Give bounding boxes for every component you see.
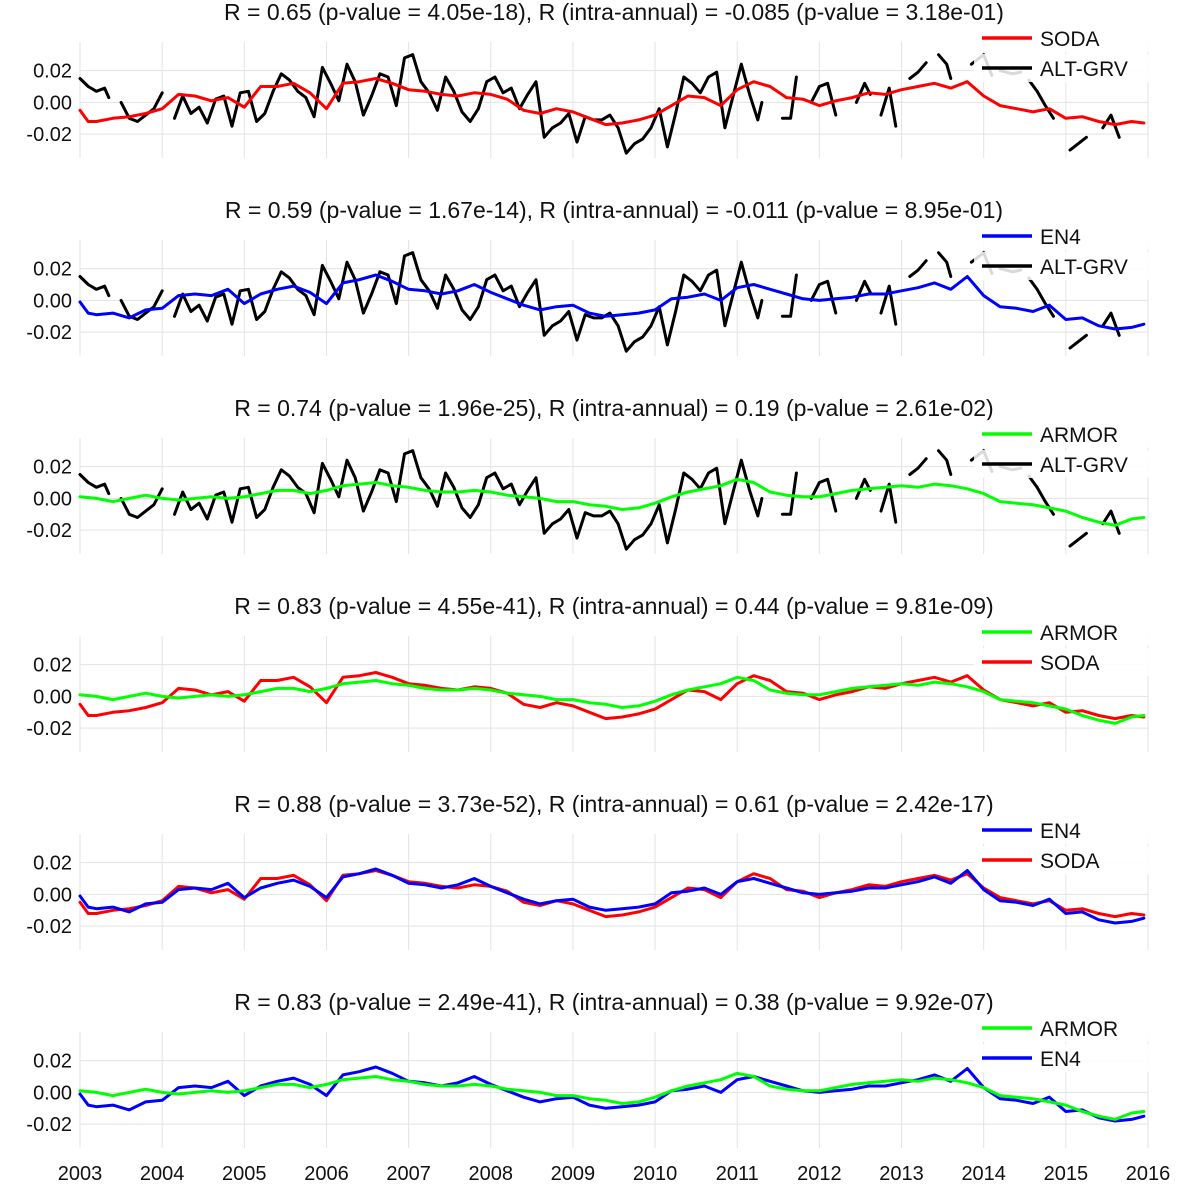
x-tick-label: 2005 — [222, 1163, 267, 1185]
x-tick-label: 2013 — [879, 1163, 924, 1185]
panel-title: R = 0.74 (p-value = 1.96e-25), R (intra-… — [234, 395, 993, 421]
panel-5: R = 0.88 (p-value = 3.73e-52), R (intra-… — [26, 791, 1150, 950]
legend-label: ALT-GRV — [1040, 58, 1128, 81]
panel-title: R = 0.83 (p-value = 4.55e-41), R (intra-… — [234, 593, 993, 619]
panel-4: R = 0.83 (p-value = 4.55e-41), R (intra-… — [26, 593, 1150, 752]
legend-label: ARMOR — [1040, 424, 1118, 447]
panel-title: R = 0.88 (p-value = 3.73e-52), R (intra-… — [234, 791, 993, 817]
x-tick-label: 2008 — [469, 1163, 514, 1185]
series-line-armor — [78, 477, 1146, 527]
series-line-en4 — [78, 273, 1146, 331]
legend-label: SODA — [1040, 850, 1100, 873]
legend-label: EN4 — [1040, 226, 1081, 249]
y-tick-label: 0.02 — [33, 1051, 72, 1073]
x-tick-label: 2010 — [633, 1163, 678, 1185]
x-tick-label: 2012 — [797, 1163, 842, 1185]
panel-3: R = 0.74 (p-value = 1.96e-25), R (intra-… — [26, 395, 1150, 554]
y-tick-label: -0.02 — [26, 124, 72, 146]
panels: R = 0.65 (p-value = 4.05e-18), R (intra-… — [26, 0, 1150, 1148]
y-tick-label: 0.00 — [33, 488, 72, 510]
panel-6: R = 0.83 (p-value = 2.49e-41), R (intra-… — [26, 989, 1150, 1148]
x-tick-label: 2009 — [551, 1163, 596, 1185]
legend-label: ARMOR — [1040, 1018, 1118, 1041]
legend-label: ALT-GRV — [1040, 454, 1128, 477]
series-line-en4 — [78, 867, 1146, 925]
legend-label: ALT-GRV — [1040, 256, 1128, 279]
series-line-alt — [78, 251, 1121, 353]
series-line-armor — [78, 1071, 1146, 1121]
y-tick-label: 0.00 — [33, 1082, 72, 1104]
series-line-alt — [78, 449, 1121, 551]
y-tick-label: 0.00 — [33, 686, 72, 708]
y-tick-label: 0.00 — [33, 92, 72, 114]
y-tick-label: 0.02 — [33, 655, 72, 677]
y-tick-label: -0.02 — [26, 718, 72, 740]
y-tick-label: 0.00 — [33, 884, 72, 906]
series-line-soda — [78, 869, 1146, 919]
series-line-soda — [78, 77, 1146, 127]
y-tick-label: 0.00 — [33, 290, 72, 312]
x-tick-label: 2006 — [304, 1163, 349, 1185]
y-tick-label: 0.02 — [33, 457, 72, 479]
y-tick-label: -0.02 — [26, 1114, 72, 1136]
legend-label: SODA — [1040, 28, 1100, 51]
series-line-soda — [78, 671, 1146, 721]
y-tick-label: -0.02 — [26, 322, 72, 344]
panel-title: R = 0.83 (p-value = 2.49e-41), R (intra-… — [234, 989, 993, 1015]
series-line-en4 — [78, 1065, 1146, 1123]
legend-label: SODA — [1040, 652, 1100, 675]
panel-2: R = 0.59 (p-value = 1.67e-14), R (intra-… — [26, 197, 1150, 356]
panel-title: R = 0.59 (p-value = 1.67e-14), R (intra-… — [225, 197, 1003, 223]
x-tick-label: 2015 — [1044, 1163, 1089, 1185]
x-tick-label: 2007 — [386, 1163, 431, 1185]
x-tick-label: 2014 — [961, 1163, 1006, 1185]
panel-1: R = 0.65 (p-value = 4.05e-18), R (intra-… — [26, 0, 1150, 158]
legend-label: EN4 — [1040, 1048, 1081, 1071]
x-tick-label: 2003 — [58, 1163, 103, 1185]
legend-label: EN4 — [1040, 820, 1081, 843]
y-tick-label: 0.02 — [33, 853, 72, 875]
x-tick-label: 2011 — [716, 1163, 759, 1185]
x-tick-label: 2004 — [140, 1163, 185, 1185]
legend-label: ARMOR — [1040, 622, 1118, 645]
x-tick-label: 2016 — [1126, 1163, 1171, 1185]
y-tick-label: -0.02 — [26, 520, 72, 542]
y-tick-label: 0.02 — [33, 61, 72, 83]
series-line-armor — [78, 675, 1146, 725]
y-tick-label: 0.02 — [33, 259, 72, 281]
x-axis: 2003 2004 2005 2006 2007 2008 2009 2010 2011 2012… — [58, 1163, 1171, 1185]
y-tick-label: -0.02 — [26, 916, 72, 938]
panel-title: R = 0.65 (p-value = 4.05e-18), R (intra-… — [224, 0, 1004, 25]
